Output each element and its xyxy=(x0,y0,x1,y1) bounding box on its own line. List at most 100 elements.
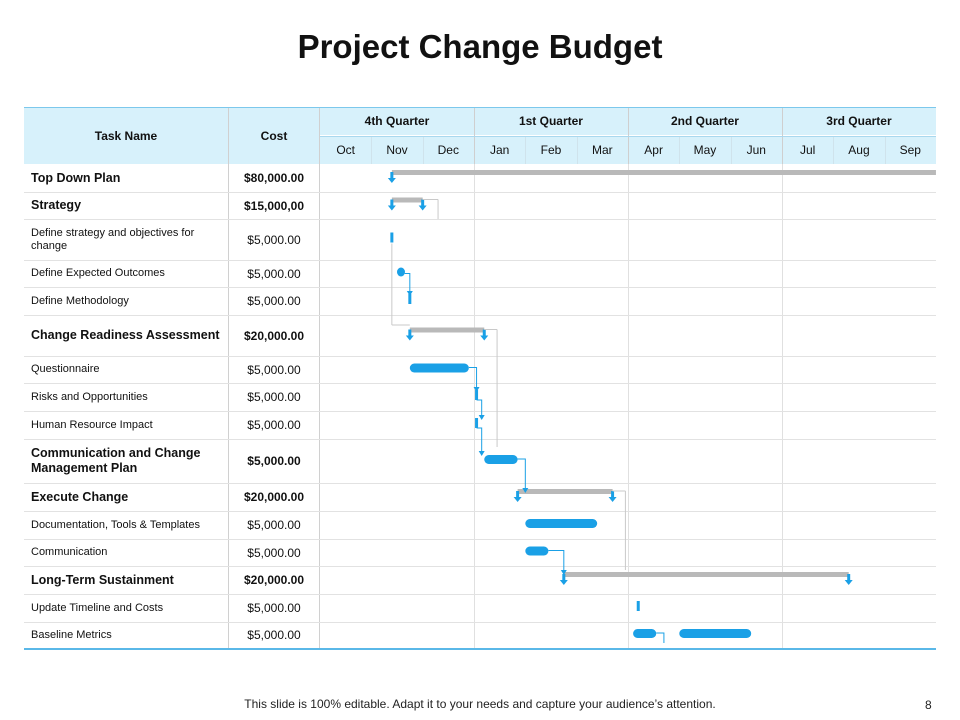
cost-cell: $5,000.00 xyxy=(247,390,301,404)
task-name-cell: Questionnaire xyxy=(31,363,100,375)
month-header: Sep xyxy=(884,136,936,164)
milestone-marker xyxy=(475,390,479,400)
row-divider xyxy=(24,511,936,512)
row-divider xyxy=(24,383,936,384)
month-header: Oct xyxy=(320,136,372,164)
row-divider xyxy=(24,483,936,484)
row-divider xyxy=(24,411,936,412)
slide-title: Project Change Budget xyxy=(297,28,663,65)
task-name-cell: Strategy xyxy=(31,198,82,212)
task-name-cell: Execute Change xyxy=(31,489,129,504)
grid-column-line xyxy=(576,136,578,164)
summary-end-marker xyxy=(387,205,396,211)
cost-cell: $5,000.00 xyxy=(247,266,301,281)
task-name-cell: Long-Term Sustainment xyxy=(31,572,174,587)
task-name-cell: Define Methodology xyxy=(31,294,129,307)
cost-cell: $5,000.00 xyxy=(247,418,301,432)
task-name-cell: Define strategy and objectives for chang… xyxy=(31,226,195,252)
slide-footer: This slide is 100% editable. Adapt it to… xyxy=(244,697,716,711)
dependency-link xyxy=(476,427,483,455)
dependency-link xyxy=(548,550,565,574)
month-header: May xyxy=(679,136,731,164)
row-divider xyxy=(24,192,936,193)
month-header: Nov xyxy=(371,136,423,164)
month-header: Jul xyxy=(781,136,834,164)
task-bar xyxy=(679,629,752,638)
cost-cell: $5,000.00 xyxy=(247,454,301,468)
milestone-marker xyxy=(475,418,479,428)
summary-end-marker xyxy=(608,497,617,502)
cost-cell: $5,000.00 xyxy=(247,545,301,560)
grid-column-line xyxy=(627,164,629,648)
grid-column-line xyxy=(525,136,527,164)
summary-bar xyxy=(391,170,936,175)
grid-column-line xyxy=(422,136,424,164)
grid-column-line xyxy=(781,164,783,648)
dependency-arrowhead xyxy=(522,488,529,493)
dependency-arrowhead xyxy=(473,387,480,392)
dependency-arrowhead xyxy=(478,415,485,420)
grid-column-line xyxy=(371,136,373,164)
dependency-link xyxy=(468,367,478,391)
quarter-header: 4th Quarter xyxy=(320,107,474,135)
grid-column-line xyxy=(833,136,835,164)
row-divider xyxy=(24,622,936,623)
task-name-cell: Communication xyxy=(31,546,108,558)
summary-end-marker xyxy=(387,178,396,183)
dependency-link xyxy=(404,273,411,295)
milestone-marker xyxy=(390,232,394,243)
milestone-marker xyxy=(636,601,640,611)
row-divider xyxy=(24,566,936,567)
row-divider xyxy=(24,315,936,316)
summary-end-marker xyxy=(418,205,427,211)
task-name-cell: Communication and Change Management Plan xyxy=(31,446,201,475)
grid-column-line xyxy=(884,136,886,164)
page-number: 8 xyxy=(925,698,932,712)
summary-end-marker xyxy=(844,580,853,585)
quarter-header: 1st Quarter xyxy=(473,107,628,135)
summary-bar xyxy=(391,197,423,203)
task-name-cell: Update Timeline and Costs xyxy=(31,601,164,614)
month-header: Apr xyxy=(627,136,680,164)
dependency-link xyxy=(476,399,483,419)
grid-column-line xyxy=(730,136,732,164)
task-name-cell: Risks and Opportunities xyxy=(31,390,148,403)
month-header: Jan xyxy=(473,136,526,164)
dependency-arrowhead xyxy=(406,291,413,296)
cost-cell: $5,000.00 xyxy=(247,362,301,377)
summary-bar xyxy=(409,327,485,333)
row-divider xyxy=(24,356,936,357)
grid-column-line xyxy=(679,136,681,164)
dependency-link xyxy=(517,458,526,492)
month-header: Aug xyxy=(833,136,885,164)
grid-column-line xyxy=(319,107,320,648)
dependency-arrowhead xyxy=(560,570,567,575)
row-divider xyxy=(24,439,936,440)
table-bottom-border xyxy=(24,648,936,650)
row-divider xyxy=(24,219,936,220)
table-top-border xyxy=(24,107,936,108)
month-header: Feb xyxy=(525,136,577,164)
task-bar xyxy=(633,629,657,638)
task-bar xyxy=(409,363,469,373)
task-name-header: Task Name xyxy=(24,107,228,164)
cost-cell: $80,000.00 xyxy=(243,171,305,185)
task-bar xyxy=(525,546,549,556)
grid-column-line xyxy=(228,107,229,648)
month-header: Mar xyxy=(576,136,628,164)
quarter-header: 2nd Quarter xyxy=(627,107,782,135)
cost-cell: $5,000.00 xyxy=(247,628,301,642)
cost-cell: $20,000.00 xyxy=(243,328,305,343)
gantt-table: Task Name Cost 4th Quarter 1st Quarter 2nd… xyxy=(24,107,936,650)
summary-end-marker xyxy=(513,497,522,502)
dependency-link xyxy=(656,632,665,643)
row-divider xyxy=(24,287,936,288)
task-name-cell: Change Readiness Assessment xyxy=(31,328,220,342)
grid-column-line xyxy=(473,164,475,648)
task-name-cell: Documentation, Tools & Templates xyxy=(31,518,200,531)
milestone-marker xyxy=(408,294,412,304)
task-name-cell: Define Expected Outcomes xyxy=(31,267,165,279)
task-bar xyxy=(396,267,405,277)
cost-cell: $5,000.00 xyxy=(247,232,301,247)
cost-cell: $20,000.00 xyxy=(243,573,305,587)
